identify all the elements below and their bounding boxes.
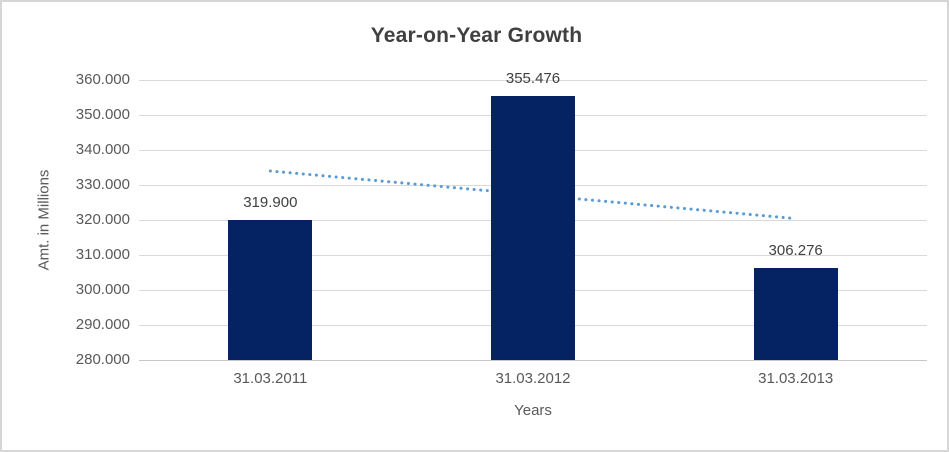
bar-value-label: 355.476 [505, 69, 561, 87]
x-axis-title: Years [514, 402, 552, 419]
bar-value-label: 306.276 [768, 242, 823, 260]
gridline [139, 80, 927, 81]
x-tick-label: 31.03.2011 [233, 370, 308, 387]
y-tick-label: 320.000 [75, 211, 130, 228]
x-axis-line [139, 360, 927, 361]
chart-title: Year-on-Year Growth [370, 24, 583, 47]
y-tick-label: 280.000 [75, 351, 130, 368]
y-tick-label: 340.000 [75, 141, 130, 158]
y-tick-label: 290.000 [75, 316, 130, 333]
y-tick-label: 330.000 [75, 176, 130, 193]
bar-31.03.2011 [228, 220, 313, 360]
y-tick-label: 360.000 [75, 71, 130, 88]
y-tick-label: 300.000 [75, 281, 130, 298]
bar-value-label: 319.900 [243, 194, 298, 212]
x-tick-label: 31.03.2013 [758, 370, 834, 387]
bar-31.03.2012 [491, 95, 575, 360]
x-tick-label: 31.03.2012 [495, 370, 571, 387]
bar-31.03.2013 [753, 268, 838, 360]
y-tick-label: 350.000 [75, 106, 130, 123]
y-tick-label: 310.000 [75, 246, 130, 263]
